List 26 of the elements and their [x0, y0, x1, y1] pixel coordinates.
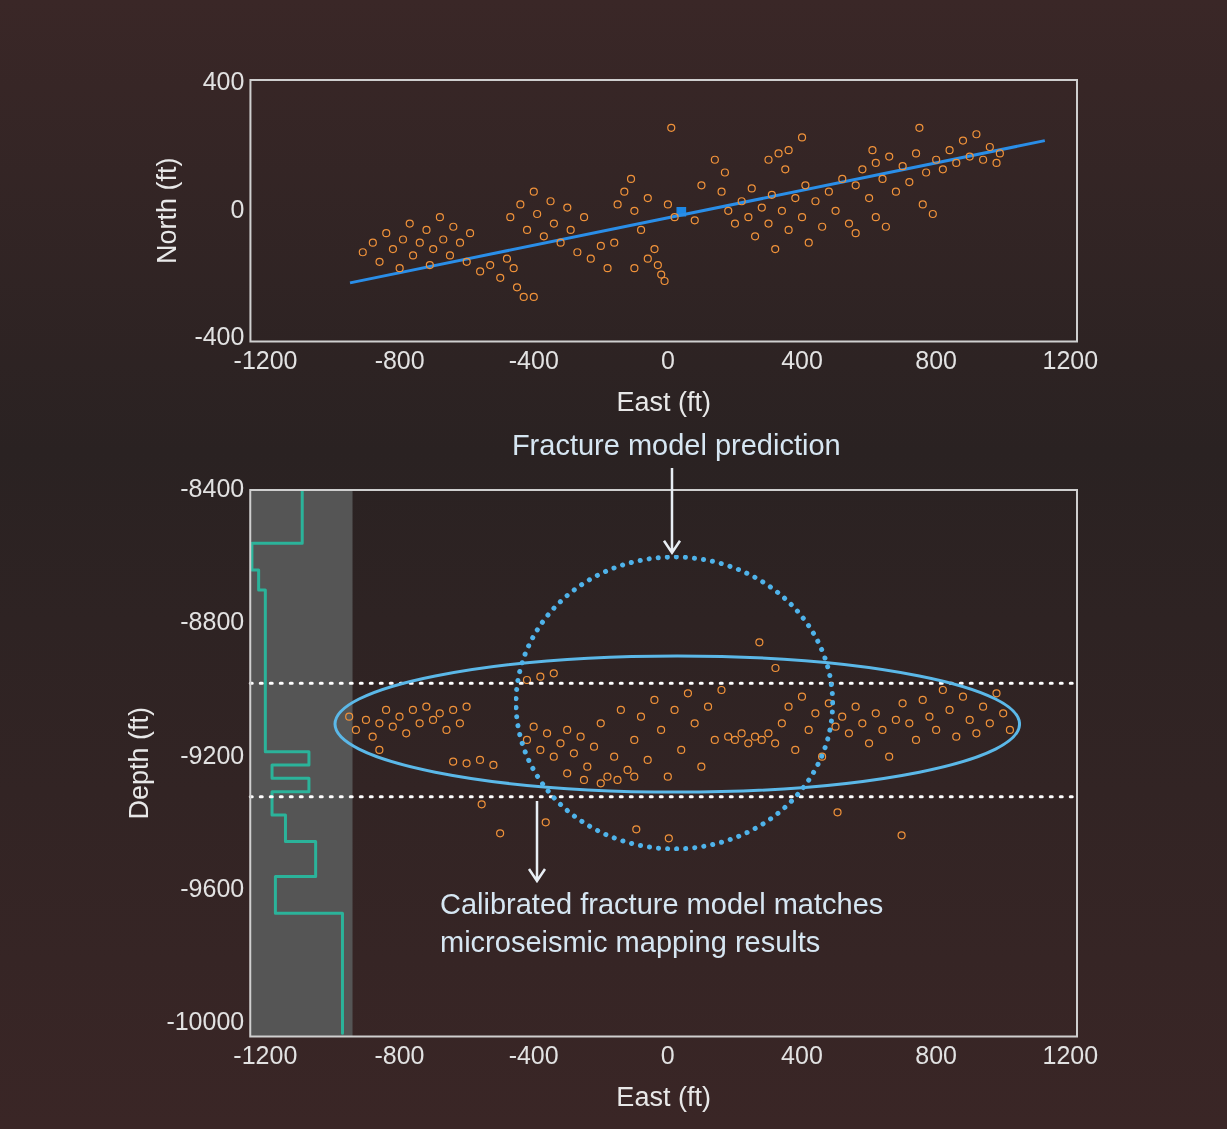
y-tick-label: 400 [202, 67, 245, 96]
text: Fracture model prediction [511, 428, 841, 463]
x-tick-label: -800 [374, 346, 425, 375]
y-tick-label: -10000 [166, 1007, 245, 1036]
x-tick-label: 400 [781, 346, 823, 375]
x-tick-label: -400 [508, 346, 559, 375]
y-tick-label: -8800 [180, 607, 245, 636]
y-tick-label: -9600 [180, 873, 245, 902]
y-axis-title: North (ft) [151, 157, 182, 265]
annotation: Calibrated fracture model matches microseismic mapping results [440, 886, 885, 960]
x-tick-label: 800 [915, 1041, 957, 1070]
y-tick-label: 0 [230, 194, 245, 223]
x-axis-title: East (ft) [616, 1082, 711, 1113]
x-tick-label: 400 [781, 1041, 823, 1070]
x-tick-label: 0 [660, 1041, 675, 1070]
x-tick-label: 1200 [1042, 346, 1099, 375]
x-tick-label: 0 [660, 346, 675, 375]
x-tick-label: -800 [374, 1041, 425, 1070]
x-tick-label: 800 [915, 346, 958, 375]
x-axis-title: East (ft) [616, 387, 711, 418]
x-tick-label: -1200 [233, 1041, 298, 1070]
x-tick-label: 1200 [1042, 1041, 1099, 1070]
y-axis-title: Depth (ft) [123, 707, 154, 820]
x-tick-label: -400 [508, 1041, 559, 1070]
y-tick-label: -8400 [180, 473, 245, 502]
y-tick-label: -9200 [180, 740, 245, 769]
